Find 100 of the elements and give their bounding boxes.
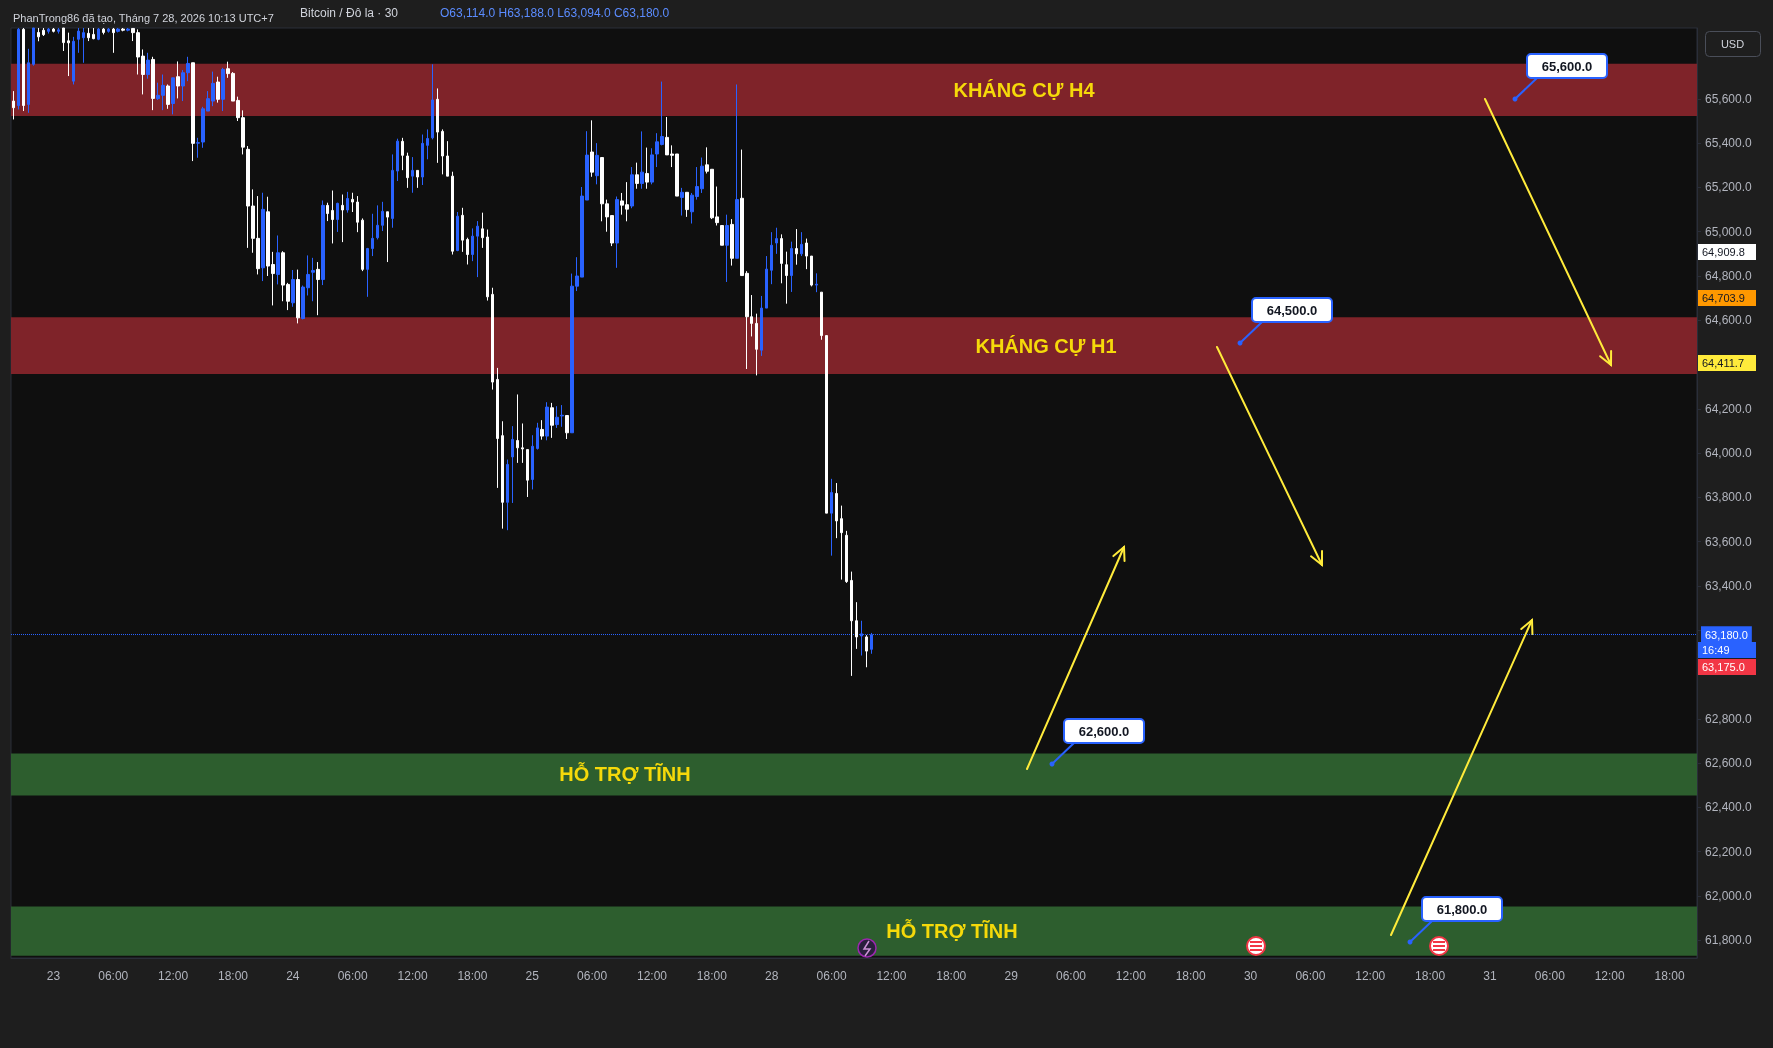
candlestick [261,192,265,282]
candlestick [126,27,130,32]
candlestick [550,402,554,439]
x-tick-label: 06:00 [1295,969,1326,983]
candlestick [770,231,773,285]
candlestick [276,234,280,285]
candlestick [331,190,334,244]
candlestick [765,255,768,309]
x-tick-label: 31 [1483,969,1497,983]
candlestick [416,169,419,189]
candlestick [77,27,80,54]
candlestick [820,291,823,341]
y-tick-label: 64,600.0 [1705,313,1753,328]
candlestick [351,192,354,213]
x-tick-label: 29 [1004,969,1019,983]
candlestick [296,269,300,324]
candlestick [406,152,409,189]
candlestick [521,422,524,464]
x-tick-label: 25 [525,969,540,983]
ref-line-label: 63,180.0 [1705,628,1748,641]
candlestick [82,27,85,64]
candlestick [845,530,848,584]
x-tick-label: 12:00 [1355,969,1386,983]
x-tick-label: 18:00 [217,969,249,983]
candlestick [536,422,539,451]
y-tick-label: 65,400.0 [1705,136,1753,151]
candlestick [366,247,369,298]
candlestick [151,56,155,111]
candlestick [795,228,798,266]
x-tick-label: 23 [46,969,61,983]
candlestick [461,207,464,253]
candlestick [62,27,65,52]
x-tick-label: 18:00 [696,969,728,983]
candlestick [511,425,514,504]
candlestick [216,76,220,104]
candlestick [396,138,399,182]
candlestick [780,233,783,284]
y-tick-label: 64,200.0 [1705,401,1753,416]
candlestick [755,313,758,376]
annotation: 64,500.0 [1266,302,1318,318]
candlestick [560,404,564,428]
candlestick [17,27,20,110]
candlestick [426,128,429,160]
x-tick-label: 30 [1243,969,1258,983]
candlestick [840,505,843,581]
y-tick-label: 65,000.0 [1705,224,1753,239]
candlestick [491,287,494,391]
candlestick [326,202,329,222]
annotation: 62,600.0 [1078,723,1130,739]
candlestick [595,142,599,185]
candlestick [441,128,444,175]
candlestick [72,36,75,85]
candlestick [371,213,374,257]
x-tick-label: 18:00 [936,969,967,983]
candlestick [501,420,504,530]
candlestick [471,227,474,262]
x-tick-label: 24 [286,969,300,983]
candlestick [376,204,379,240]
candlestick [680,187,684,217]
annotation: 65,600.0 [1541,58,1593,74]
x-tick-label: 06:00 [816,969,847,983]
y-tick-label: 62,000.0 [1705,889,1753,903]
candlestick [112,27,115,54]
chart-subtitle: Bitcoin / Đô la · 30 [300,6,399,20]
text: 64,703.9 [1702,292,1745,304]
candlestick [411,156,414,194]
candlestick [107,27,110,34]
candlestick [506,459,509,531]
text: 16:49 [1702,644,1730,656]
text: O63,114.0 H63,188.0 L63,094.0 C63,180.0 [440,6,670,20]
band-label: HỖ TRỢ TĨNH [559,762,691,786]
candlestick [171,77,175,115]
chart-title: PhanTrong86 đã tạo, Tháng 7 28, 2026 10:13 UTC+7 [13,11,274,24]
candlestick [27,48,30,114]
y-tick-label: 62,600.0 [1705,756,1753,771]
candlestick [815,272,818,293]
candlestick [496,367,499,489]
candlestick [545,401,549,441]
candlestick [12,90,15,120]
candlestick [531,434,534,490]
band-label: KHÁNG CỰ H4 [953,78,1096,101]
candlestick [47,27,50,35]
text: 64,909.8 [1702,246,1745,258]
candlestick [436,87,439,164]
y-tick-label: 63,600.0 [1705,534,1753,549]
candlestick [146,52,150,80]
candlestick [87,27,90,42]
candlestick [37,27,40,42]
candlestick [640,130,644,190]
candlestick [311,257,315,302]
text: 63,175.0 [1702,661,1745,673]
x-tick-label: 28 [765,969,779,983]
candlestick [615,196,619,269]
candlestick [775,227,778,255]
candlestick [116,27,120,33]
x-tick-label: 18:00 [1654,969,1685,983]
candlestick [825,335,828,514]
y-tick-label: 63,800.0 [1705,490,1753,505]
candlestick [516,393,519,464]
candlestick [645,147,649,190]
